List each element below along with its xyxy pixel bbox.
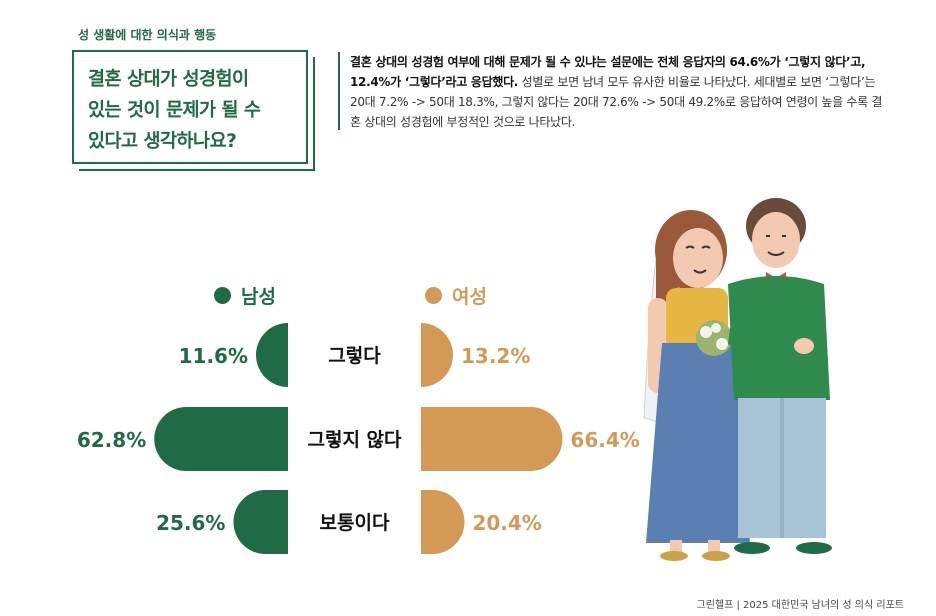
title-line-1: 결혼 상대가 성경험이 [88, 69, 249, 90]
legend-female: 여성 [425, 282, 487, 309]
description: 결혼 상대의 성경험 여부에 대해 문제가 될 수 있냐는 설문에는 전체 응답… [350, 52, 890, 132]
bar-female-1 [421, 407, 563, 471]
category-label-2: 보통이다 [320, 512, 390, 534]
footer-source: 그린헬프 | 2025 대한민국 남녀의 성 의식 리포트 [696, 600, 904, 611]
bar-male-0 [256, 323, 288, 387]
category-label-0: 그렇다 [328, 345, 381, 367]
page-title: 결혼 상대가 성경험이 있는 것이 문제가 될 수 있다고 생각하나요? [88, 64, 302, 157]
description-divider [338, 52, 340, 130]
category-label-1: 그렇지 않다 [307, 429, 402, 451]
section-label: 성 생활에 대한 의식과 행동 [78, 28, 217, 42]
legend-male-label: 남성 [241, 286, 276, 308]
bar-male-2 [233, 490, 288, 554]
bar-female-0 [421, 323, 453, 387]
title-box: 결혼 상대가 성경험이 있는 것이 문제가 될 수 있다고 생각하나요? [72, 50, 308, 164]
value-label-male-0: 11.6% [179, 344, 248, 368]
legend-male: 남성 [214, 282, 276, 309]
value-label-female-0: 13.2% [461, 344, 530, 368]
value-label-female-2: 20.4% [472, 511, 541, 535]
value-label-male-1: 62.8% [77, 428, 146, 452]
legend-male-dot [214, 287, 231, 304]
value-label-female-1: 66.4% [570, 428, 639, 452]
description-normal: 성별로 보면 남녀 모두 유사한 비율로 나타났다. 세대별로 보면 ‘그렇다’… [350, 75, 883, 129]
bar-male-1 [154, 407, 288, 471]
legend-female-label: 여성 [452, 286, 487, 308]
bar-female-2 [421, 490, 465, 554]
couple-illustration [643, 198, 832, 561]
legend-female-dot [425, 287, 442, 304]
value-label-male-2: 25.6% [156, 511, 225, 535]
title-line-2: 있는 것이 문제가 될 수 [88, 100, 261, 121]
description-bold: 결혼 상대의 성경험 여부에 대해 문제가 될 수 있냐는 설문에는 전체 응답… [350, 55, 866, 89]
title-line-3: 있다고 생각하나요? [88, 131, 237, 152]
